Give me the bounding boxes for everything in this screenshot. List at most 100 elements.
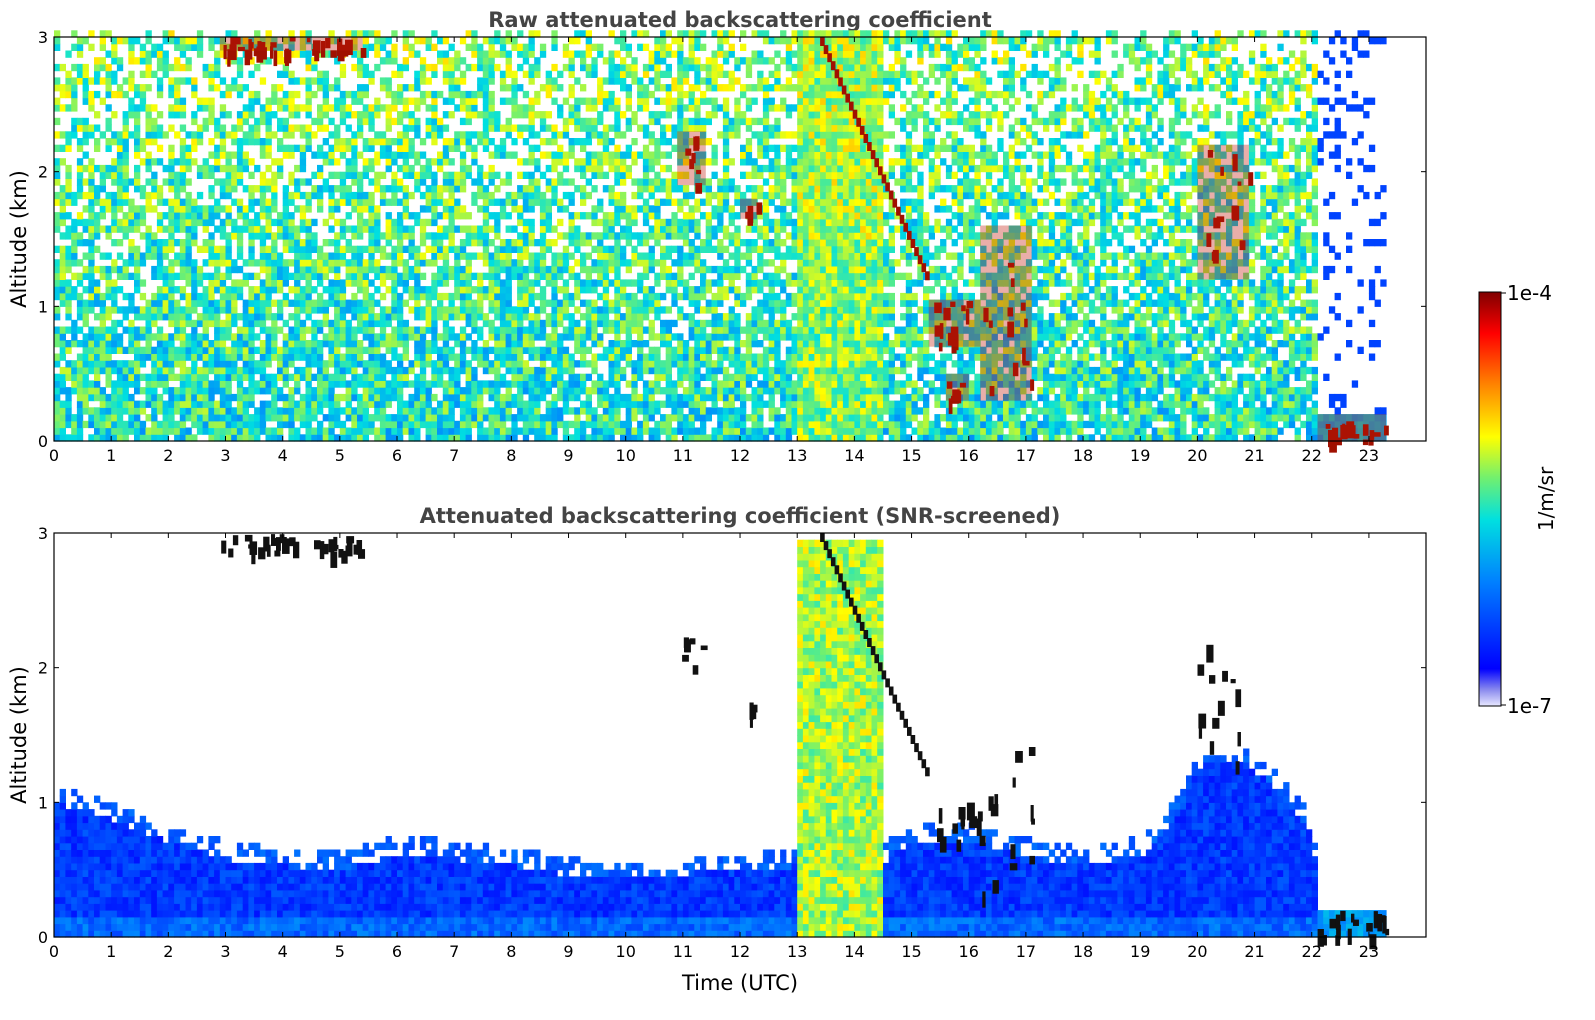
cloud-mark: [692, 665, 699, 675]
cloud-mark: [1020, 302, 1026, 311]
cloud-mark: [988, 320, 993, 328]
cloud-mark: [878, 662, 883, 672]
cloud-mark: [881, 174, 887, 184]
x-tick-label: 11: [673, 942, 693, 961]
panel-1-title: Raw attenuated backscattering coefficien…: [488, 8, 992, 32]
x-tick-label: 22: [1302, 446, 1322, 465]
cloud-mark: [870, 150, 876, 160]
cloud-mark: [892, 198, 898, 208]
cloud-core: [928, 299, 981, 347]
cloud-mark: [1231, 205, 1238, 219]
x-tick-label: 1: [106, 942, 116, 961]
cloud-mark: [863, 630, 869, 639]
cloud-mark: [899, 710, 905, 720]
cloud-mark: [896, 206, 901, 216]
y-tick-label: 0: [38, 432, 48, 451]
raw-backscatter-plot-area: [54, 30, 1389, 453]
panel-1-y-axis-label: Altitude (km): [7, 170, 31, 308]
cloud-mark: [867, 638, 872, 647]
cloud-mark: [859, 621, 865, 631]
cloud-mark: [747, 217, 753, 226]
cloud-mark: [989, 386, 995, 397]
cloud-mark: [229, 44, 237, 61]
cloud-mark: [952, 389, 960, 400]
x-tick-label: 2: [163, 942, 173, 961]
cloud-mark: [952, 823, 958, 834]
cloud-mark: [353, 544, 360, 555]
cloud-mark: [914, 743, 919, 753]
cloud-mark: [947, 381, 953, 389]
cloud-mark: [903, 718, 908, 728]
cloud-mark: [271, 534, 276, 539]
cloud-mark: [293, 541, 300, 559]
cloud-mark: [888, 686, 894, 696]
cloud-mark: [249, 47, 253, 60]
cloud-mark: [892, 694, 898, 704]
x-tick-label: 8: [506, 942, 516, 961]
x-tick-label: 6: [392, 942, 402, 961]
cloud-mark: [356, 540, 363, 555]
cloud-mark: [1007, 262, 1015, 268]
cloud-mark: [820, 533, 825, 542]
cloud-mark: [1362, 424, 1369, 436]
cloud-mark: [1024, 318, 1028, 328]
x-tick-label: 12: [730, 942, 750, 961]
cloud-mark: [867, 142, 872, 151]
cloud-core: [945, 373, 969, 401]
cloud-mark: [1335, 914, 1341, 930]
cloud-mark: [961, 305, 966, 312]
cloud-mark: [1217, 700, 1225, 716]
x-tick-label: 18: [1073, 942, 1093, 961]
cloud-mark: [849, 597, 854, 607]
x-tick-label: 17: [1016, 942, 1036, 961]
cloud-mark: [341, 550, 348, 564]
cloud-mark: [346, 541, 353, 557]
cloud-mark: [1212, 717, 1220, 729]
x-tick-label: 10: [616, 446, 636, 465]
cloud-mark: [950, 326, 959, 337]
colorbar-unit-label: 1/m/sr: [1534, 466, 1558, 531]
cloud-mark: [1377, 914, 1383, 932]
heatmap-cells: [54, 30, 1387, 442]
x-tick-label: 4: [278, 446, 288, 465]
cloud-mark: [845, 93, 850, 103]
cloud-mark: [951, 395, 959, 404]
x-tick-label: 15: [901, 942, 921, 961]
cloud-mark: [956, 839, 962, 852]
cloud-mark: [1022, 347, 1026, 364]
cloud-mark: [685, 148, 692, 156]
panel-2-x-axis-label: Time (UTC): [681, 971, 798, 995]
cloud-mark: [1335, 935, 1341, 946]
cloud-mark: [270, 42, 277, 48]
cloud-core: [219, 37, 363, 51]
cloud-mark: [321, 41, 326, 58]
cloud-mark: [333, 536, 338, 552]
cloud-mark: [958, 807, 966, 820]
cloud-mark: [1372, 432, 1381, 437]
snr-screened-panel: Attenuated backscattering coefficient (S…: [7, 504, 1427, 995]
cloud-mark: [966, 802, 975, 821]
cloud-mark: [870, 646, 876, 656]
x-tick-label: 23: [1359, 446, 1379, 465]
x-tick-label: 0: [49, 942, 59, 961]
x-tick-label: 1: [106, 446, 116, 465]
raw-backscatter-panel: Raw attenuated backscattering coefficien…: [7, 8, 1427, 465]
cloud-mark: [227, 49, 231, 67]
cloud-mark: [274, 550, 281, 557]
cloud-mark: [852, 109, 858, 119]
cloud-mark: [994, 794, 999, 809]
cloud-mark: [244, 534, 253, 542]
cloud-mark: [834, 69, 840, 79]
panel-2-title: Attenuated backscattering coefficient (S…: [420, 504, 1061, 528]
cloud-mark: [1206, 233, 1212, 247]
x-tick-label: 19: [1130, 446, 1150, 465]
cloud-mark: [841, 581, 847, 591]
cloud-mark: [939, 323, 944, 339]
x-tick-label: 3: [220, 942, 230, 961]
cloud-mark: [939, 836, 947, 853]
cloud-mark: [747, 205, 754, 223]
cloud-mark: [849, 101, 854, 111]
cloud-mark: [1198, 722, 1203, 739]
cloud-mark: [319, 541, 325, 560]
